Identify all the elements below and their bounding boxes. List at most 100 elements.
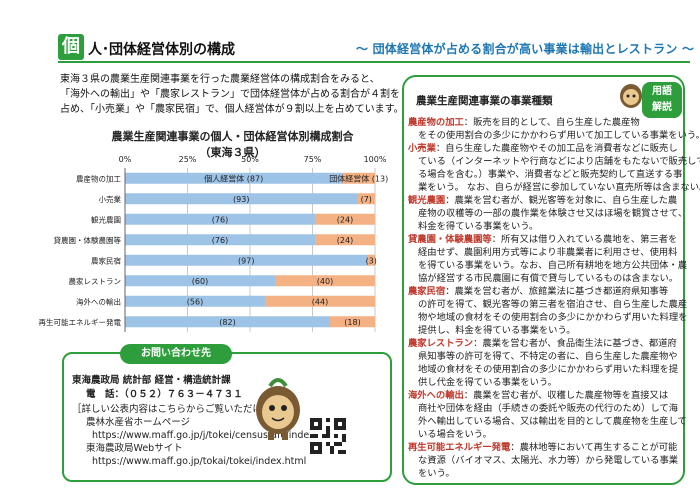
bar-segment [125, 213, 315, 225]
category-label: 小売業 [99, 194, 122, 204]
glossary-line: 料金を得ている事業をいう。 [408, 220, 684, 233]
chart-subtitle: （東海３県） [199, 146, 266, 159]
glossary-text: 地域の食材をその使用割合の多少にかかわらず用いた料理を提 [418, 364, 679, 375]
glossary-text: 外へ輸出している場合、又は輸出を目的として農産物を生産して [418, 416, 687, 427]
data-label: (40) [317, 277, 333, 286]
glossary-text: いる場合をいう。 [418, 429, 492, 440]
glossary-term: 小売業 [408, 143, 436, 154]
chart-title: 農業生産関連事業の個人・団体経営体別構成割合 [111, 130, 354, 143]
bar-segment [125, 295, 265, 307]
mascot-small-icon [620, 84, 642, 108]
glossary-text: 提供し、料金を得ている事業をいう。 [418, 325, 576, 336]
data-label: 団体経営体 (13) [329, 173, 388, 183]
glossary-term: 海外への輸出 [408, 390, 464, 401]
bar-segment [315, 234, 375, 246]
glossary-text: の許可を得て、観光客等の第三者を宿泊させ、自ら生産した農産 [418, 299, 688, 310]
section-kanji-badge: 個 [58, 34, 84, 60]
intro-line: 東海３県の農業生産関連事業を行った農業経営体の構成割合をみると、 [60, 74, 380, 85]
glossary-line: 海外への輸出：農業を営む者が、収穫した農産物等を直接又は [408, 389, 684, 402]
glossary-line: な資源（バイオマス、太陽光、水力等）から発電している事業 [408, 454, 684, 467]
glossary-term: 再生可能エネルギー発電 [408, 442, 511, 453]
data-label: (18) [344, 318, 360, 327]
glossary-heading: 農業生産関連事業の事業種類 [416, 95, 553, 107]
glossary-label-line: 用語 [652, 86, 672, 97]
category-label: 農家レストラン [69, 276, 122, 286]
bar-segment [125, 275, 275, 287]
glossary-text: をその使用割合の多少にかかわらず用いて加工している事業をいう。 [418, 130, 700, 141]
glossary-line: 貸農園・体験農園等：所有又は借り入れている農地を、第三者を [408, 233, 684, 246]
data-label: (3) [366, 256, 377, 265]
glossary-label: 用語 解説 [642, 82, 682, 118]
glossary-line: ている（インターネットや行商などにより店舗をもたないで販売してい [408, 155, 700, 168]
glossary-term: 農産物の加工 [408, 117, 464, 128]
glossary-line: 業をいう。 なお、自らが経営に参加していない直売所等は含まない。 [408, 181, 700, 194]
page-title: 人･団体経営体別の構成 [88, 42, 235, 58]
data-label: (7) [361, 195, 372, 204]
glossary-line: 再生可能エネルギー発電：農林地等において再生することが可能 [408, 441, 684, 454]
glossary-line: 県知事等の許可を得て、不特定の者に、自ら生産した農産物や [408, 350, 684, 363]
glossary-line: 供し代金を得ている事業をいう。 [408, 376, 684, 389]
glossary-line: 協が経営する市民農園に有償で貸与しているものは含まない。 [408, 272, 684, 285]
bar-segment [125, 172, 343, 184]
glossary-term: 貸農園・体験農園等 [408, 234, 492, 245]
page-subtitle: ～ 団体経営体が占める割合が高い事業は輸出とレストラン ～ [356, 42, 695, 56]
glossary-line: 観光農園：農業を営む者が、観光客等を対象に、自ら生産した農 [408, 194, 684, 207]
glossary-text: ：農業を営む者が、収穫した農産物等を直接又は [463, 390, 669, 401]
glossary-text: 業をいう。 なお、自らが経営に参加していない直売所等は含まない。 [418, 182, 700, 193]
glossary-text: ：販売を目的として、自ら生産した農産物 [463, 117, 640, 128]
glossary-text: 県知事等の許可を得て、不特定の者に、自ら生産した農産物や [418, 351, 678, 362]
bar-segment [357, 193, 375, 205]
glossary-line: 商社や団体を経由（手続きの委託や販売の代行のため）して海 [408, 402, 684, 415]
glossary-line: 経由せず、農園利用方式等により非農業者に利用させ、使用料 [408, 246, 684, 259]
data-label: (97) [238, 256, 254, 265]
data-label: 個人経営体 (87) [204, 173, 263, 183]
bar-segment [125, 316, 330, 328]
glossary-line: をその使用割合の多少にかかわらず用いて加工している事業をいう。 [408, 129, 700, 142]
intro-line: 占め、「小売業」や「農家民宿」で、個人経営体が９割以上を占めています。 [60, 104, 404, 115]
glossary-text: ：農業を営む者が、食品衛生法に基づき、都道府 [473, 338, 677, 349]
category-label: 再生可能エネルギー発電 [39, 317, 122, 327]
glossary-line: 産物の収穫等の一部の農作業を体験させ又はほ場を観賞させて、 [408, 207, 687, 220]
glossary-text: 商社や団体を経由（手続きの委託や販売の代行のため）して海 [418, 403, 679, 414]
data-label: (82) [219, 318, 235, 327]
bar-chart: 0% 25% 50% 75% 100% 農産物の加工 個人経営体 (87) 団体経営体 (13… [39, 155, 388, 332]
glossary-line: 提供し、料金を得ている事業をいう。 [408, 324, 684, 337]
bar-segment [330, 316, 375, 328]
glossary-line: 農家レストラン：農業を営む者が、食品衛生法に基づき、都道府 [408, 337, 684, 350]
glossary-text: 経由せず、農園利用方式等により非農業者に利用させ、使用料 [418, 247, 678, 258]
glossary-text: 物や地域の食材をその使用割合の多少にかかわらず用いた料理を [418, 312, 688, 323]
data-label: (76) [212, 215, 228, 224]
glossary-text: を得ている事業をいう。なお、自己所有耕地を地方公共団体・農 [418, 260, 688, 271]
glossary-text: ：農林地等において再生することが可能 [510, 442, 678, 453]
contact-link1-label: 農林水産省ホームページ [86, 417, 191, 428]
category-label: 海外への輸出 [76, 296, 121, 306]
title-rule [58, 61, 690, 63]
glossary-text: 供し代金を得ている事業をいう。 [418, 377, 557, 388]
glossary-text: をいう。 [418, 468, 455, 479]
x-tick-label: 0% [119, 155, 132, 164]
glossary-line: をいう。 [408, 467, 684, 480]
glossary-line: 外へ輸出している場合、又は輸出を目的として農産物を生産して [408, 415, 687, 428]
glossary-text: ている（インターネットや行商などにより店舗をもたないで販売してい [418, 156, 700, 167]
glossary-body: 農産物の加工：販売を目的として、自ら生産した農産物をその使用割合の多少にかかわら… [408, 116, 700, 480]
qr-code-icon [310, 418, 346, 454]
data-label: (24) [337, 236, 353, 245]
x-tick-label: 75% [304, 155, 322, 164]
glossary-text: 協が経営する市民農園に有償で貸与しているものは含まない。 [418, 273, 679, 284]
glossary-line: る場合を含む。）事業や、消費者などと販売契約して直送する事 [408, 168, 684, 181]
contact-link2-url[interactable]: https://www.maff.go.jp/tokai/tokei/index… [92, 456, 307, 467]
bar-segment [342, 172, 375, 184]
category-label: 観光農園 [91, 214, 121, 224]
glossary-box [402, 75, 685, 485]
contact-phone: 電 話：（０５２）７６３－４７３１ [86, 389, 243, 400]
bar-segment [125, 234, 315, 246]
contact-link1-url[interactable]: https://www.maff.go.jp/j/tokei/census/af… [92, 430, 340, 441]
glossary-line: を得ている事業をいう。なお、自己所有耕地を地方公共団体・農 [408, 259, 688, 272]
contact-note: ［詳しい公表内容はこちらからご覧いただけます］ [72, 404, 291, 415]
glossary-label-line: 解説 [652, 102, 672, 113]
glossary-text: ：自ら生産した農産物やその加工品を消費者などに販売し [435, 143, 678, 154]
glossary-line: 小売業：自ら生産した農産物やその加工品を消費者などに販売し [408, 142, 684, 155]
glossary-term: 観光農園 [408, 195, 446, 206]
contact-box [62, 352, 392, 482]
mascot-illustration [256, 378, 300, 440]
